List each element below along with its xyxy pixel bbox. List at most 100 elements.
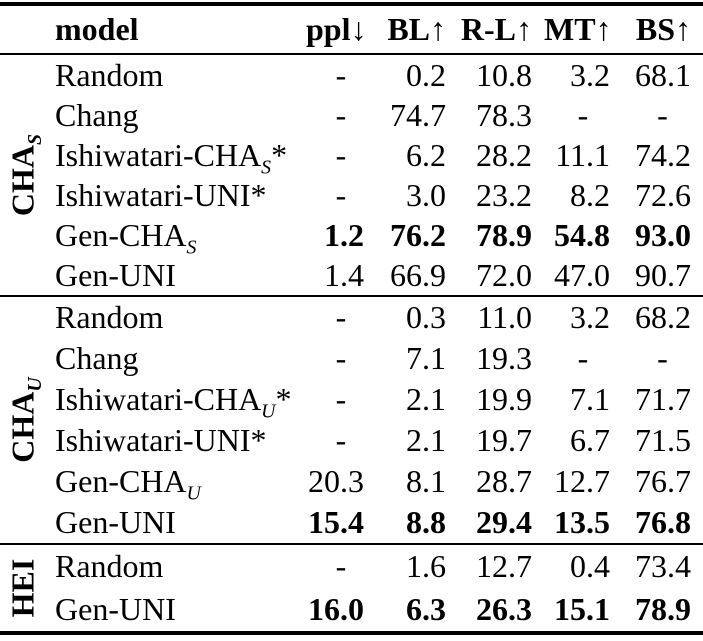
value-cell: 28.2 — [476, 136, 532, 173]
value-cell: 74.7 — [390, 96, 446, 133]
model-cell: Chang — [55, 340, 139, 376]
group-label: CHAS — [0, 54, 46, 297]
row-group-1: CHAU Random - 0.3 11.0 3.2 68.2 Chang - 7.1 19.3 - -… — [0, 296, 703, 545]
table-row: Gen-UNI 16.0 6.3 26.3 15.1 78.9 — [0, 588, 703, 633]
group-label-text: CHAS — [4, 133, 46, 217]
group-label-text: CHAU — [4, 377, 46, 463]
model-cell: Gen-CHAU — [55, 463, 201, 505]
value-cell: 6.7 — [570, 422, 610, 458]
col-header-model-label: model — [55, 11, 139, 47]
value-cell: 76.7 — [635, 463, 691, 499]
value-cell: - — [657, 96, 668, 133]
value-cell: 11.1 — [555, 136, 610, 173]
value-cell: 6.2 — [406, 136, 446, 173]
value-cell: 71.7 — [635, 381, 691, 417]
value-cell: - — [335, 176, 347, 213]
model-cell: Gen-UNI — [46, 255, 306, 297]
value-cell: 0.3 — [406, 299, 446, 335]
value-cell: 76.2 — [390, 216, 446, 253]
model-cell: Random — [55, 299, 164, 335]
value-cell: 76.8 — [622, 502, 703, 545]
col-header-mt-label: MT — [544, 11, 596, 47]
group-label: CHAU — [0, 296, 46, 545]
value-cell: 28.7 — [476, 463, 532, 499]
value-cell: 3.2 — [570, 299, 610, 335]
up-arrow-icon: ↑ — [675, 11, 691, 47]
header-row: model ppl↓ BL↑ R-L↑ MT↑ BS↑ — [0, 4, 703, 55]
value-cell: 19.9 — [476, 381, 532, 417]
value-cell: 13.5 — [544, 502, 622, 545]
value-cell: 6.3 — [406, 591, 446, 627]
value-cell: 26.3 — [476, 591, 532, 627]
value-cell: - — [657, 340, 668, 376]
col-header-model: model — [46, 4, 306, 55]
model-cell: Gen-CHAS — [55, 216, 197, 258]
value-cell: 0.2 — [406, 56, 446, 93]
col-header-bs-label: BS — [635, 11, 675, 47]
value-cell: - — [335, 96, 347, 133]
down-arrow-icon: ↓ — [350, 11, 367, 47]
value-cell: 15.4 — [306, 502, 376, 545]
value-cell: 15.1 — [554, 591, 610, 627]
model-cell: Gen-UNI — [55, 591, 176, 627]
table-row: Ishiwatari-CHAU* - 2.1 19.9 7.1 71.7 — [0, 379, 703, 423]
value-cell: 8.1 — [406, 463, 446, 499]
model-cell: Random — [55, 56, 164, 93]
value-cell: - — [335, 422, 347, 458]
table-row: CHAS Random - 0.2 10.8 3.2 68.1 — [0, 54, 703, 297]
col-header-mt: MT↑ — [544, 4, 622, 55]
value-cell: 73.4 — [635, 548, 691, 584]
table-row: Gen-CHAS 1.2 76.2 78.9 54.8 93.0 — [0, 215, 703, 258]
value-cell: 66.9 — [376, 255, 458, 297]
value-cell: 93.0 — [635, 216, 691, 253]
value-cell: - — [577, 96, 589, 133]
value-cell: 7.1 — [406, 340, 446, 376]
model-cell: Ishiwatari-UNI* — [55, 422, 267, 458]
value-cell: 2.1 — [406, 422, 446, 458]
row-group-2: HEI Random - 1.6 12.7 0.4 73.4 Gen-UNI 16.0 6.3 26… — [0, 544, 703, 633]
value-cell: 16.0 — [308, 591, 364, 627]
table-row: Ishiwatari-UNI* - 2.1 19.7 6.7 71.5 — [0, 420, 703, 461]
value-cell: - — [335, 381, 347, 417]
model-cell: Ishiwatari-CHAS* — [55, 136, 288, 178]
value-cell: 90.7 — [622, 255, 703, 297]
value-cell: 19.3 — [476, 340, 532, 376]
model-cell: Ishiwatari-CHAU* — [55, 381, 292, 423]
table-row: Chang - 74.7 78.3 - - — [0, 95, 703, 135]
value-cell: 7.1 — [570, 381, 610, 417]
value-cell: 78.3 — [476, 96, 532, 133]
value-cell: 71.5 — [635, 422, 691, 458]
value-cell: 3.2 — [570, 56, 610, 93]
value-cell: - — [335, 56, 347, 93]
value-cell: - — [335, 548, 347, 584]
value-cell: - — [335, 136, 347, 173]
table-row: Ishiwatari-CHAS* - 6.2 28.2 11.1 74.2 — [0, 135, 703, 178]
model-cell: Chang — [55, 96, 139, 133]
col-header-ppl: ppl↓ — [306, 4, 376, 55]
table-row: Gen-CHAU 20.3 8.1 28.7 12.7 76.7 — [0, 461, 703, 505]
value-cell: 78.9 — [635, 591, 691, 627]
group-label-text: HEI — [4, 558, 41, 618]
col-header-rl: R-L↑ — [458, 4, 544, 55]
value-cell: 54.8 — [554, 216, 610, 253]
corner-cell — [0, 4, 46, 55]
value-cell: 29.4 — [458, 502, 544, 545]
up-arrow-icon: ↑ — [595, 11, 612, 47]
group-label: HEI — [0, 544, 46, 633]
value-cell: - — [335, 299, 347, 335]
table-row: CHAU Random - 0.3 11.0 3.2 68.2 — [0, 296, 703, 545]
col-header-rl-label: R-L — [460, 11, 516, 47]
value-cell: 10.8 — [476, 56, 532, 93]
value-cell: 72.6 — [635, 176, 691, 213]
model-cell: Gen-UNI — [46, 502, 306, 545]
model-cell: Ishiwatari-UNI* — [55, 176, 267, 213]
value-cell: 20.3 — [308, 463, 364, 499]
table-row: Ishiwatari-UNI* - 3.0 23.2 8.2 72.6 — [0, 175, 703, 215]
up-arrow-icon: ↑ — [430, 11, 446, 47]
table-header: model ppl↓ BL↑ R-L↑ MT↑ BS↑ — [0, 4, 703, 55]
value-cell: 11.0 — [477, 299, 532, 335]
value-cell: - — [577, 340, 589, 376]
value-cell: 1.2 — [324, 216, 364, 253]
value-cell: 1.4 — [306, 255, 376, 297]
